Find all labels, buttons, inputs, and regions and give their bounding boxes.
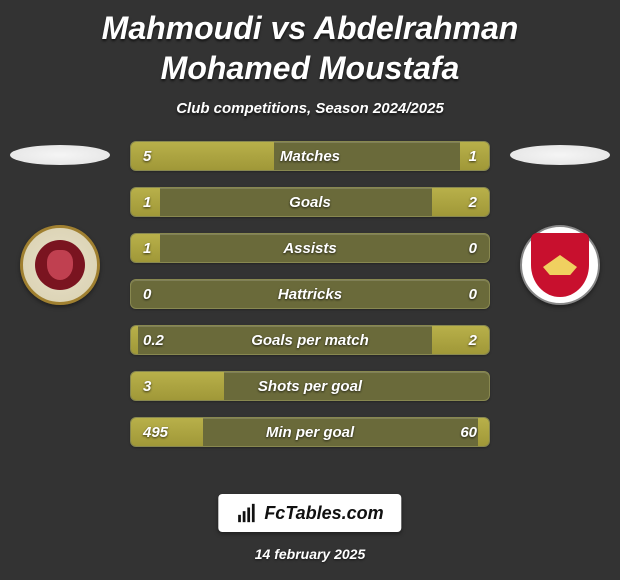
footer-brand-text: FcTables.com <box>264 503 383 524</box>
stat-label: Matches <box>131 142 489 170</box>
club-badge-left-core <box>47 250 73 280</box>
chart-icon <box>236 502 258 524</box>
stat-row: 12Goals <box>130 187 490 217</box>
stat-label: Assists <box>131 234 489 262</box>
page-title: Mahmoudi vs Abdelrahman Mohamed Moustafa <box>0 0 620 92</box>
player-right-column <box>510 131 610 305</box>
club-badge-left-inner <box>35 240 85 290</box>
club-badge-right-inner <box>531 233 589 297</box>
footer-date: 14 february 2025 <box>0 546 620 562</box>
stats-container: 51Matches 12Goals 10Assists 00Hattricks 0.22… <box>130 141 490 463</box>
subtitle: Club competitions, Season 2024/2025 <box>0 92 620 131</box>
player-left-silhouette <box>10 145 110 165</box>
stat-row: 49560Min per goal <box>130 417 490 447</box>
stat-row: 10Assists <box>130 233 490 263</box>
stat-label: Shots per goal <box>131 372 489 400</box>
player-left-column <box>10 131 110 305</box>
comparison-area: 51Matches 12Goals 10Assists 00Hattricks 0.22… <box>0 131 620 471</box>
club-badge-left <box>20 225 100 305</box>
stat-row: 0.22Goals per match <box>130 325 490 355</box>
player-right-silhouette <box>510 145 610 165</box>
stat-label: Goals per match <box>131 326 489 354</box>
club-badge-right-eagle-icon <box>543 255 577 275</box>
stat-label: Min per goal <box>131 418 489 446</box>
stat-row: 00Hattricks <box>130 279 490 309</box>
stat-row: 3Shots per goal <box>130 371 490 401</box>
stat-row: 51Matches <box>130 141 490 171</box>
stat-label: Hattricks <box>131 280 489 308</box>
footer-brand: FcTables.com <box>218 494 401 532</box>
club-badge-right <box>520 225 600 305</box>
stat-label: Goals <box>131 188 489 216</box>
